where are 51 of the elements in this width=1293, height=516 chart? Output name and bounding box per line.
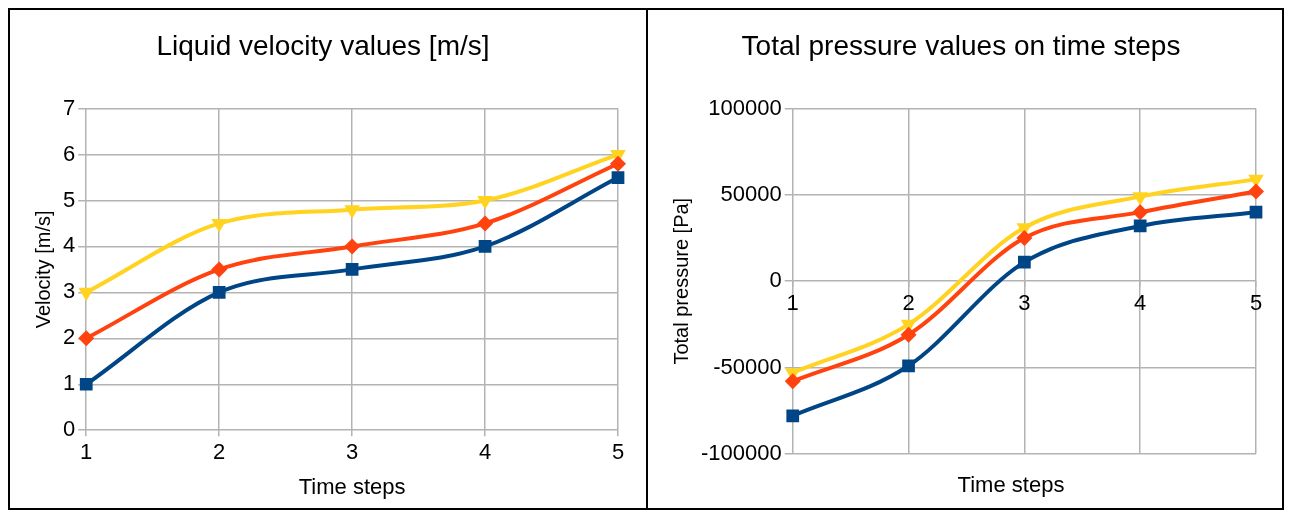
x-tick-label: 4 — [478, 439, 492, 465]
y-tick-label: -50000 — [713, 353, 782, 379]
x-axis-title: Time steps — [956, 471, 1066, 499]
point — [211, 261, 228, 278]
y-tick-label: 50000 — [720, 180, 782, 206]
point — [345, 263, 359, 276]
x-tick-label: 5 — [611, 439, 625, 465]
y-tick-label: 0 — [769, 267, 782, 293]
point — [78, 330, 95, 347]
point — [478, 240, 492, 253]
y-axis-title: Velocity [m/s] — [31, 210, 54, 329]
y-tick-label: 1 — [62, 370, 76, 396]
point — [900, 326, 917, 343]
x-tick-label: 3 — [345, 439, 359, 465]
point — [1249, 205, 1263, 219]
point — [477, 195, 493, 210]
y-axis-title: Total pressure [Pa] — [669, 197, 692, 365]
y-tick-label: 5 — [62, 186, 76, 212]
point — [1018, 255, 1031, 269]
point — [212, 286, 226, 299]
point — [344, 205, 360, 219]
point — [211, 218, 227, 233]
point — [786, 409, 800, 423]
chart-title: Total pressure values on time steps — [741, 29, 1181, 61]
x-tick-label: 4 — [1134, 290, 1147, 316]
point — [1248, 183, 1264, 200]
y-tick-label: -100000 — [700, 439, 782, 465]
point — [1132, 204, 1149, 221]
point — [784, 373, 801, 390]
y-tick-label: 0 — [62, 416, 76, 442]
point — [611, 171, 625, 184]
y-tick-label: 6 — [62, 140, 76, 166]
point — [1133, 219, 1147, 233]
x-tick-label: 1 — [786, 290, 799, 316]
y-tick-label: 7 — [62, 94, 76, 120]
point — [344, 238, 361, 255]
point — [902, 359, 915, 373]
x-axis-title: Time steps — [298, 473, 406, 499]
y-tick-label: 2 — [62, 324, 76, 350]
point — [1132, 192, 1148, 206]
x-tick-label: 1 — [80, 439, 93, 465]
x-tick-label: 5 — [1249, 290, 1263, 316]
x-tick-label: 2 — [213, 439, 226, 465]
point — [610, 155, 626, 172]
x-tick-label: 3 — [1018, 290, 1031, 316]
y-tick-label: 4 — [62, 232, 76, 258]
chart-title: Liquid velocity values [m/s] — [156, 29, 490, 61]
y-tick-label: 100000 — [708, 94, 782, 120]
x-tick-label: 2 — [902, 290, 915, 316]
point — [1016, 230, 1033, 247]
point — [477, 215, 494, 232]
